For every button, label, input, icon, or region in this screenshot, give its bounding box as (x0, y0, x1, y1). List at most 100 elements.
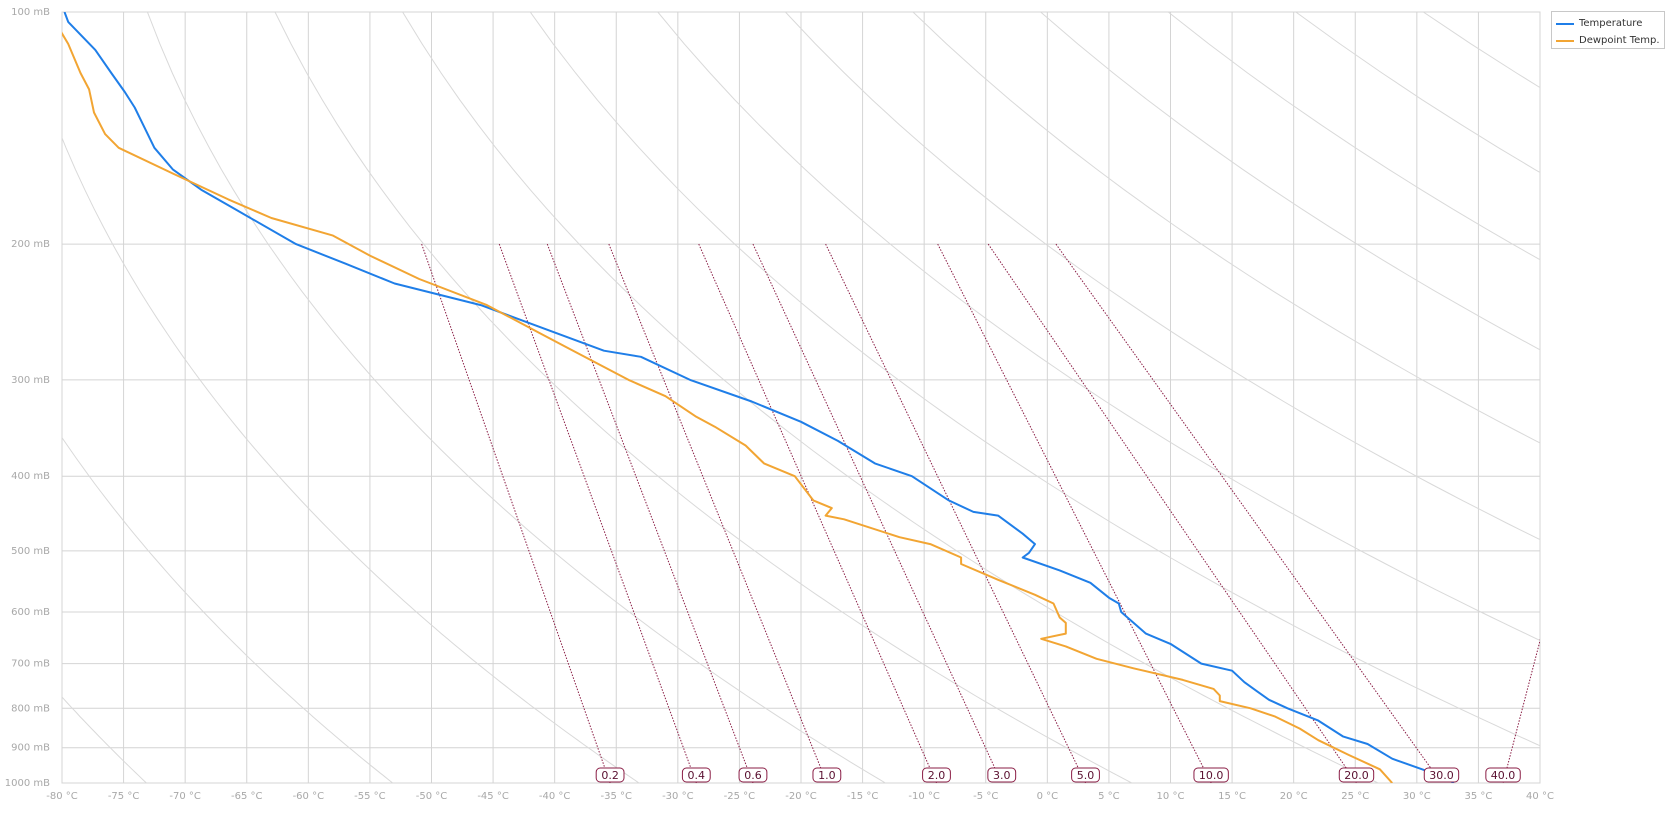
y-tick-label: 400 mB (11, 471, 50, 482)
mixing-ratio-line (608, 243, 828, 783)
x-tick-label: 0 °C (1037, 791, 1059, 802)
mixing-ratio-label-box (922, 767, 951, 783)
data-series (62, 12, 1455, 783)
dewpoint-line (62, 31, 1393, 783)
legend-label-dewpoint: Dewpoint Temp. (1579, 35, 1660, 46)
x-tick-label: 20 °C (1280, 791, 1308, 802)
x-tick-label: 5 °C (1098, 791, 1120, 802)
mixing-ratio-label-box (738, 767, 768, 783)
dry-adiabat-line (146, 12, 886, 783)
mixing-ratio-lines (421, 243, 1540, 783)
mixing-ratio-line (1055, 243, 1442, 783)
mixing-ratio-line (698, 243, 937, 783)
legend: Temperature Dewpoint Temp. (1551, 11, 1665, 49)
mixing-ratio-label-text: 10.0 (1199, 769, 1224, 782)
x-tick-label: -35 °C (601, 791, 633, 802)
x-tick-label: -75 °C (108, 791, 140, 802)
dry-adiabat-line (1551, 12, 1676, 783)
dry-adiabat-line (785, 12, 1540, 541)
y-tick-label: 100 mB (11, 7, 50, 18)
dry-adiabat-line (1040, 12, 1540, 351)
dry-adiabat-line (1295, 12, 1540, 174)
temperature-line (63, 12, 1455, 783)
mixing-ratio-label: 10.0 (1193, 767, 1229, 783)
mixing-ratio-label-box (1071, 767, 1100, 783)
mixing-ratio-label-text: 40.0 (1491, 769, 1516, 782)
x-tick-label: -80 °C (46, 791, 78, 802)
x-tick-label: -25 °C (724, 791, 756, 802)
mixing-ratio-label-box (1338, 767, 1375, 783)
x-tick-label: -70 °C (169, 791, 201, 802)
dry-adiabat-line (62, 436, 394, 783)
mixing-ratio-label-text: 5.0 (1077, 769, 1095, 782)
legend-item-temperature: Temperature (1556, 15, 1660, 32)
mixing-ratio-label: 0.6 (738, 767, 768, 783)
legend-item-dewpoint: Dewpoint Temp. (1556, 32, 1660, 49)
mixing-ratio-label-text: 30.0 (1429, 769, 1454, 782)
mixing-ratio-label-box (681, 767, 711, 783)
y-tick-label: 300 mB (11, 375, 50, 386)
x-tick-label: 40 °C (1526, 791, 1554, 802)
mixing-ratio-label: 5.0 (1071, 767, 1100, 783)
mixing-ratio-line (825, 243, 1086, 783)
legend-label-temperature: Temperature (1579, 18, 1643, 29)
y-tick-label: 1000 mB (5, 778, 50, 789)
x-tick-label: -10 °C (908, 791, 940, 802)
mixing-ratio-line (546, 243, 754, 783)
x-tick-label: -15 °C (847, 791, 879, 802)
grid-lines (61, 11, 1541, 784)
x-tick-label: 25 °C (1341, 791, 1369, 802)
x-tick-label: -40 °C (539, 791, 571, 802)
dry-adiabat-line (1167, 12, 1540, 261)
axis-labels: -80 °C -75 °C -70 °C -65 °C -60 °C -55 °C -50 … (5, 7, 1554, 802)
x-tick-label: -45 °C (477, 791, 509, 802)
mixing-ratio-label-box (987, 767, 1017, 783)
mixing-ratio-label: 0.4 (681, 767, 711, 783)
mixing-ratio-line (987, 243, 1357, 783)
x-tick-label: 15 °C (1218, 791, 1246, 802)
mixing-ratio-label-box (812, 767, 842, 783)
x-tick-label: 35 °C (1464, 791, 1492, 802)
x-tick-label: 10 °C (1157, 791, 1185, 802)
mixing-ratio-label-text: 0.2 (601, 769, 619, 782)
dry-adiabat-line (912, 12, 1540, 444)
mixing-ratio-line (1502, 638, 1540, 783)
y-tick-label: 200 mB (11, 239, 50, 250)
x-tick-label: -30 °C (662, 791, 694, 802)
x-tick-label: -50 °C (416, 791, 448, 802)
x-tick-label: -20 °C (785, 791, 817, 802)
mixing-ratio-line (752, 243, 1003, 783)
y-tick-label: 600 mB (11, 607, 50, 618)
mixing-ratio-line (421, 243, 611, 783)
mixing-ratio-label: 30.0 (1423, 767, 1460, 783)
mixing-ratio-labels: 0.2 0.4 0.6 1.0 2.0 3.0 5.0 10.0 20.0 30.0 40.0 (595, 767, 1521, 783)
mixing-ratio-label: 3.0 (987, 767, 1017, 783)
mixing-ratio-label-text: 0.6 (744, 769, 762, 782)
mixing-ratio-label-text: 20.0 (1344, 769, 1369, 782)
dry-adiabat-line (62, 696, 147, 783)
mixing-ratio-label-text: 3.0 (993, 769, 1011, 782)
y-tick-label: 700 mB (11, 659, 50, 670)
y-tick-label: 900 mB (11, 743, 50, 754)
x-tick-label: -5 °C (973, 791, 998, 802)
mixing-ratio-label: 40.0 (1485, 767, 1521, 783)
x-tick-label: -60 °C (293, 791, 325, 802)
mixing-ratio-label-box (1485, 767, 1521, 783)
dry-adiabat-line (529, 12, 1540, 747)
dry-adiabat-line (657, 12, 1540, 642)
adiabat-lines (62, 12, 1676, 783)
mixing-ratio-label-text: 2.0 (928, 769, 946, 782)
mixing-ratio-label-box (1193, 767, 1229, 783)
mixing-ratio-label-box (595, 767, 625, 783)
mixing-ratio-label-box (1423, 767, 1460, 783)
mixing-ratio-line (498, 243, 697, 783)
legend-swatch-dewpoint (1556, 39, 1574, 42)
dry-adiabat-line (62, 136, 640, 783)
mixing-ratio-label-text: 0.4 (688, 769, 706, 782)
mixing-ratio-label: 1.0 (812, 767, 842, 783)
dry-adiabat-line (274, 12, 1132, 783)
mixing-ratio-label-text: 1.0 (818, 769, 836, 782)
y-tick-label: 800 mB (11, 703, 50, 714)
